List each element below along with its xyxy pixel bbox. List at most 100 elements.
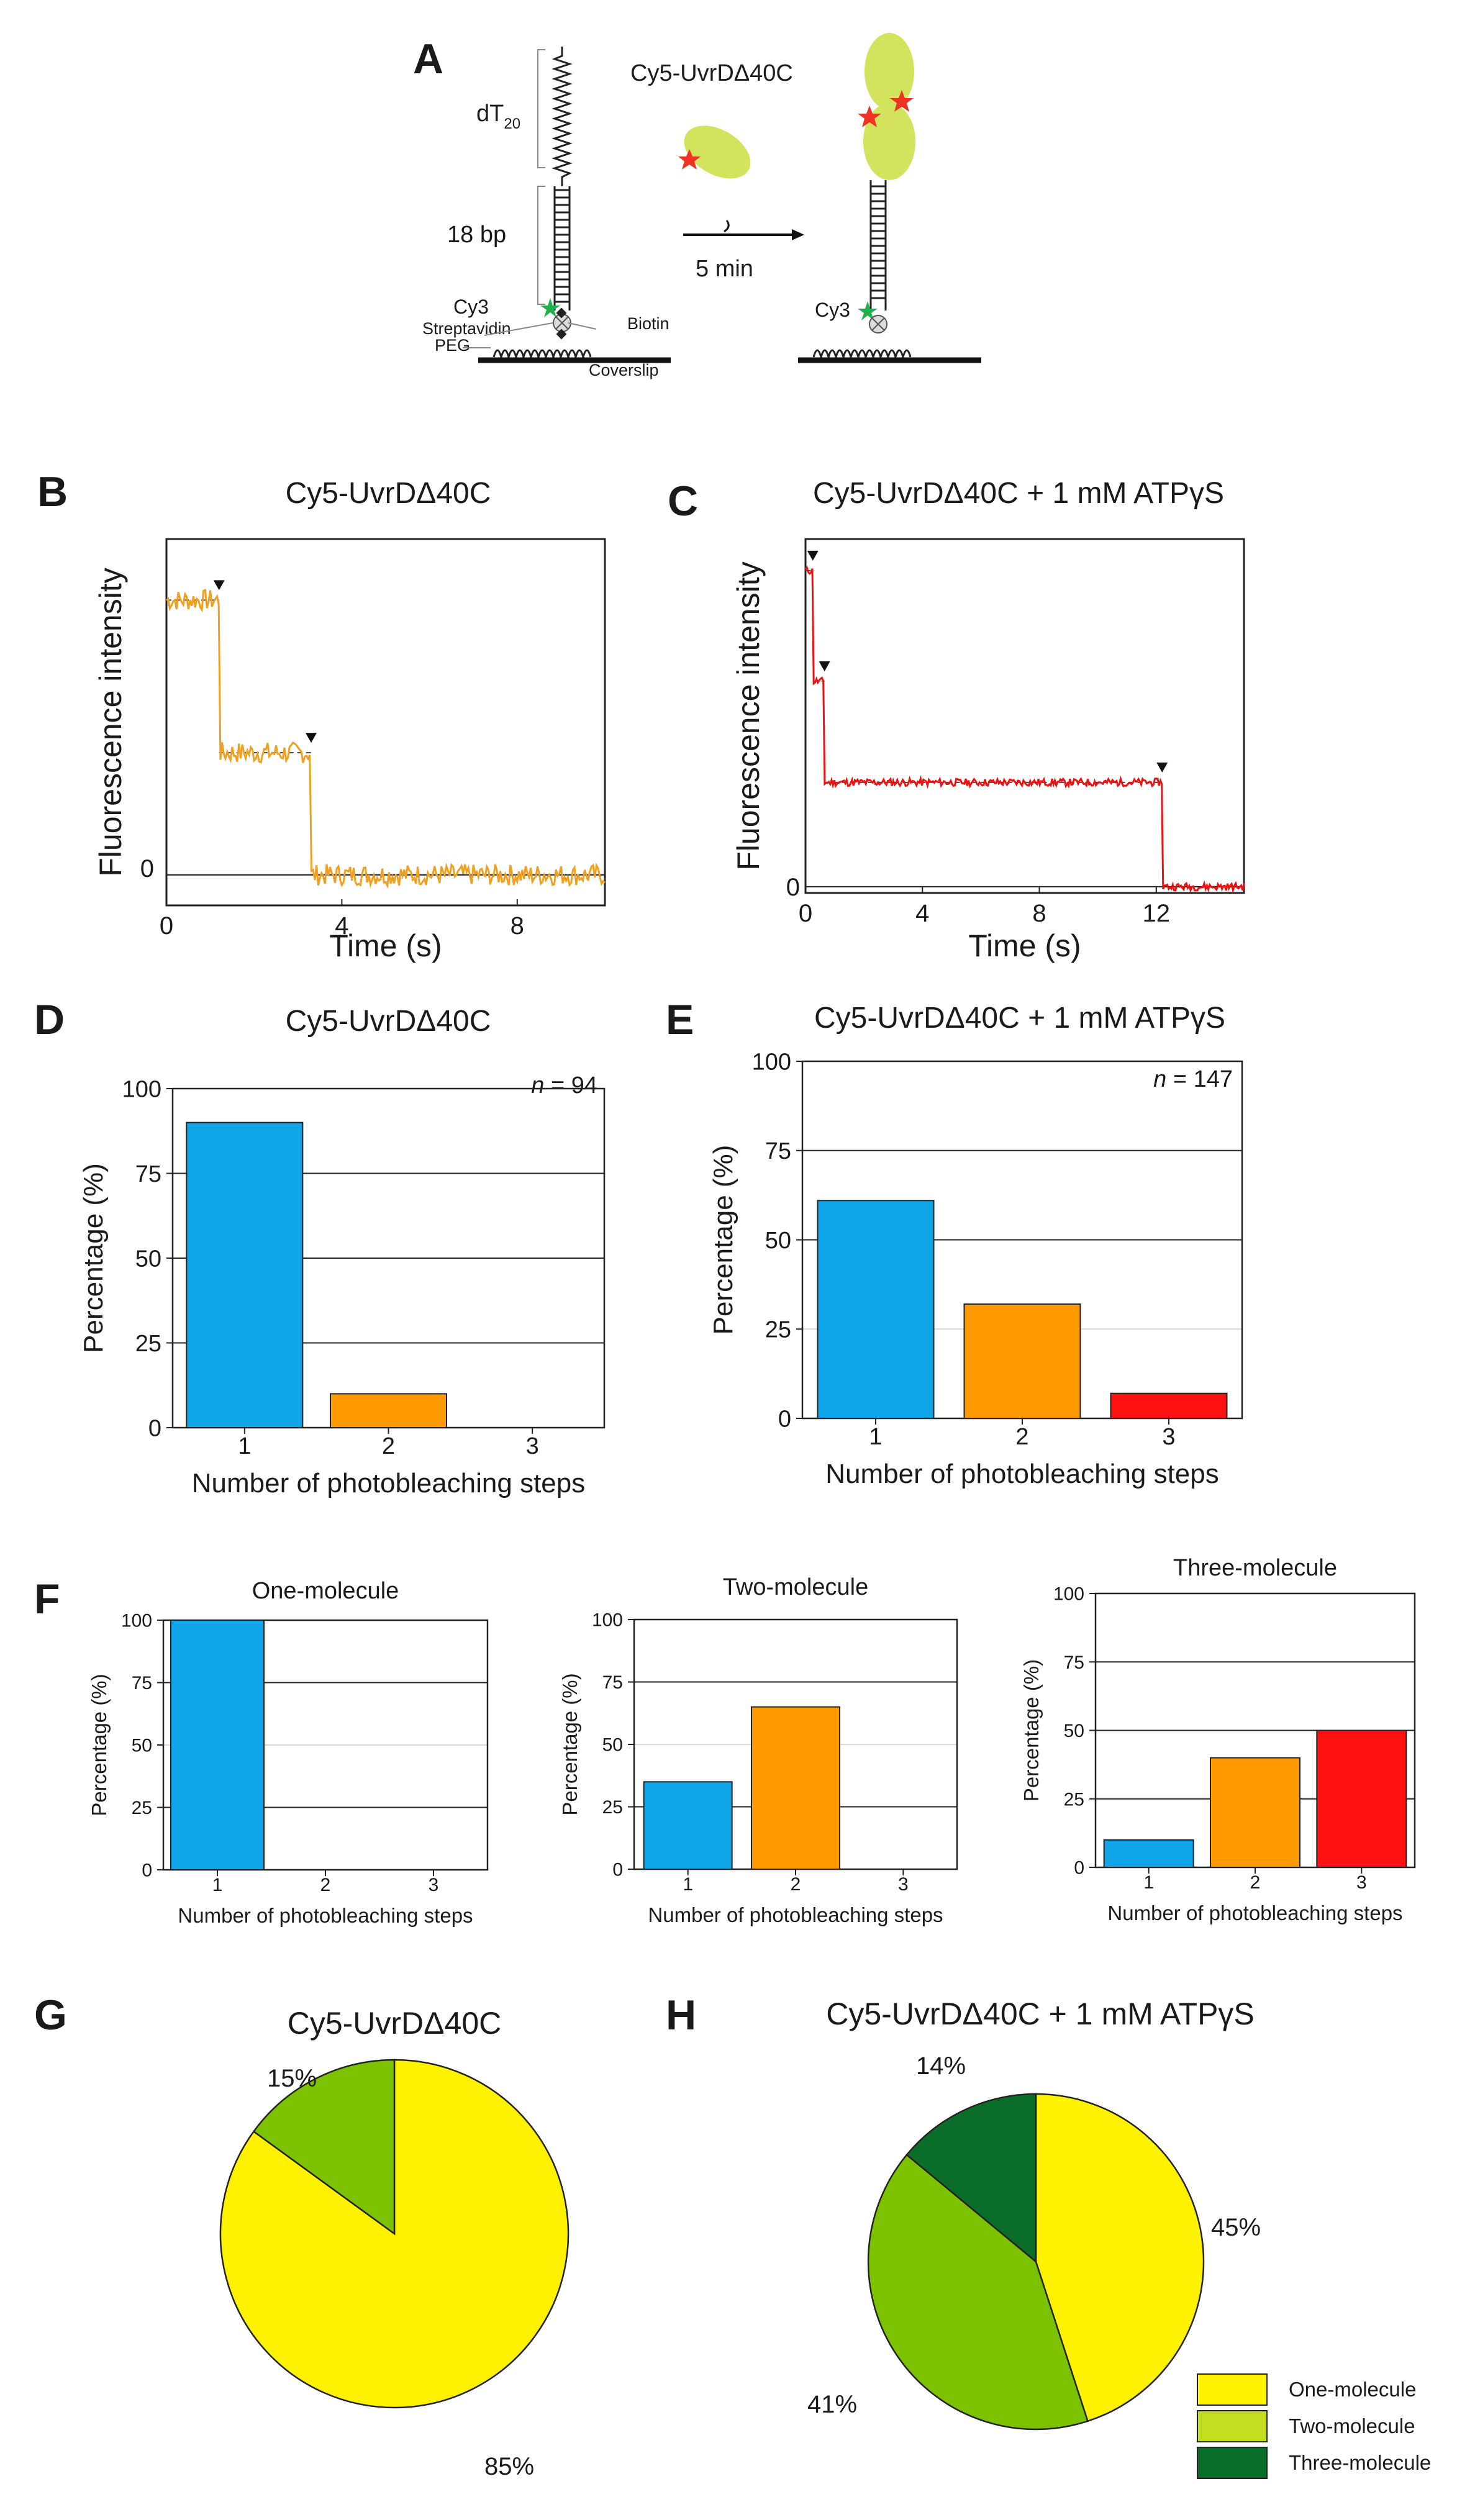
x-tick-label: 3 <box>1356 1872 1367 1893</box>
x-tick-label: 0 <box>799 900 812 927</box>
trace-line <box>804 565 1245 894</box>
dt-label: dT <box>476 101 504 127</box>
cy5-star-icon-bottom <box>858 106 881 127</box>
x-tick-label: 2 <box>1250 1872 1261 1893</box>
y-axis-label: Percentage (%) <box>88 1674 111 1816</box>
x-tick-label: 1 <box>683 1874 693 1895</box>
bar-3 <box>1110 1392 1228 1419</box>
y-tick-label: 100 <box>592 1610 623 1631</box>
x-axis-label: Number of photobleaching steps <box>825 1459 1219 1489</box>
dsdna-duplex <box>553 186 571 310</box>
y-axis-label: Percentage (%) <box>708 1145 738 1335</box>
slice-value-label: 41% <box>807 2391 857 2418</box>
pie-slice-three-molecule <box>905 2093 1037 2264</box>
bar-chart-f-two-molecule: 0 25 50 75 100 1 2 3 Number of photobleaching st… <box>558 1574 958 1926</box>
dt20-label: dT20 <box>476 101 520 132</box>
chart-title: Two-molecule <box>723 1574 868 1600</box>
zero-label: 0 <box>786 874 800 901</box>
streptavidin-label: Streptavidin <box>422 319 511 338</box>
y-tick-label: 0 <box>1074 1858 1084 1879</box>
panel-letter-f: F <box>34 1575 60 1623</box>
y-tick-label: 25 <box>1064 1789 1084 1810</box>
x-tick-label: 12 <box>1143 900 1171 927</box>
panel-letter-e: E <box>666 996 694 1043</box>
panel-letter-c: C <box>668 478 698 525</box>
trace-line <box>165 589 606 889</box>
zero-label: 0 <box>140 855 154 882</box>
y-tick-label: 50 <box>765 1228 791 1254</box>
y-tick-label: 0 <box>778 1406 791 1432</box>
y-tick-label: 50 <box>1064 1721 1084 1741</box>
bound-protein-icon-bottom <box>863 103 915 180</box>
bar-1 <box>817 1200 935 1419</box>
x-tick-label: 2 <box>791 1874 801 1895</box>
y-tick-label: 25 <box>132 1798 152 1818</box>
y-axis-label: Percentage (%) <box>558 1673 581 1815</box>
step-marker-icon <box>1156 762 1168 773</box>
biotin-icon <box>556 307 567 319</box>
plot-frame <box>804 538 1245 894</box>
dt-subscript: 20 <box>504 116 520 132</box>
pie-slice-two-molecule <box>252 2059 396 2236</box>
panel-e-title: Cy5-UvrDΔ40C + 1 mM ATPγS <box>814 1002 1225 1035</box>
x-tick-label: 1 <box>212 1875 223 1895</box>
pie-legend: One-molecule Two-molecule Three-molecule <box>1197 2373 1431 2479</box>
y-tick-label: 25 <box>765 1317 791 1343</box>
x-tick-label: 1 <box>1143 1872 1154 1893</box>
y-axis-label: Fluorescence intensity <box>93 568 128 876</box>
panel-letter-d: D <box>34 996 65 1043</box>
slice-value-label: 14% <box>916 2052 966 2080</box>
y-tick-label: 75 <box>602 1672 623 1693</box>
x-tick-label: 4 <box>915 900 929 927</box>
slice-value-label: 45% <box>1211 2214 1261 2241</box>
n-annotation: n = 94 <box>531 1072 597 1099</box>
x-tick-label: 2 <box>382 1433 395 1459</box>
legend-label-two: Two-molecule <box>1289 2414 1415 2437</box>
time-label: 5 min <box>696 256 753 282</box>
y-tick-label: 0 <box>142 1861 152 1881</box>
x-axis-label: Number of photobleaching steps <box>648 1903 943 1926</box>
pie-chart-g: 85% 15% <box>219 2059 570 2480</box>
slice-value-label: 85% <box>484 2453 534 2480</box>
bar-2 <box>751 1706 840 1870</box>
y-tick-label: 75 <box>135 1161 161 1187</box>
panel-d-title: Cy5-UvrDΔ40C <box>286 1005 491 1038</box>
peg-brush-right <box>812 349 912 361</box>
cy3-label-2: Cy3 <box>815 299 850 321</box>
biotin-icon-2 <box>556 329 567 340</box>
x-axis-label: Time (s) <box>329 928 442 963</box>
x-tick-label: 2 <box>1015 1424 1028 1450</box>
x-axis-label: Time (s) <box>968 928 1081 963</box>
panel-letter-h: H <box>666 1992 696 2039</box>
bar-1 <box>1103 1839 1194 1868</box>
cy3-label: Cy3 <box>453 296 489 318</box>
y-tick-label: 75 <box>765 1138 791 1164</box>
bar-chart-d: n = 94 0 25 50 75 100 1 2 3 Number of photobleac… <box>78 1072 606 1498</box>
chart-title: One-molecule <box>252 1578 399 1604</box>
n-italic: n <box>531 1072 544 1099</box>
y-tick-label: 75 <box>1064 1652 1084 1673</box>
cy3-star-icon-right <box>858 301 878 320</box>
x-tick-label: 4 <box>335 912 348 940</box>
y-tick-label: 25 <box>135 1331 161 1357</box>
chart-title: Three-molecule <box>1173 1555 1337 1581</box>
free-protein-icon <box>684 125 751 179</box>
x-tick-label: 3 <box>526 1433 539 1459</box>
n-value: = 94 <box>544 1072 597 1099</box>
legend-swatch-three <box>1197 2447 1268 2479</box>
y-tick-label: 50 <box>135 1246 161 1272</box>
x-tick-label: 1 <box>869 1424 882 1450</box>
bar-1 <box>170 1620 265 1870</box>
legend-swatch-two <box>1197 2410 1268 2442</box>
x-tick-label: 8 <box>511 912 524 940</box>
panel-b-title: Cy5-UvrDΔ40C <box>286 477 491 510</box>
legend-label-one: One-molecule <box>1289 2378 1416 2401</box>
trace-chart-c: Fluorescence intensity Time (s) 0 0 4 8 12 <box>731 538 1245 963</box>
cy5-star-icon <box>678 149 701 170</box>
y-tick-label: 100 <box>752 1049 791 1075</box>
bar-1 <box>643 1781 733 1870</box>
legend-swatch-one <box>1197 2373 1268 2406</box>
x-tick-label: 1 <box>238 1433 251 1459</box>
panel-letter-b: B <box>37 468 68 515</box>
